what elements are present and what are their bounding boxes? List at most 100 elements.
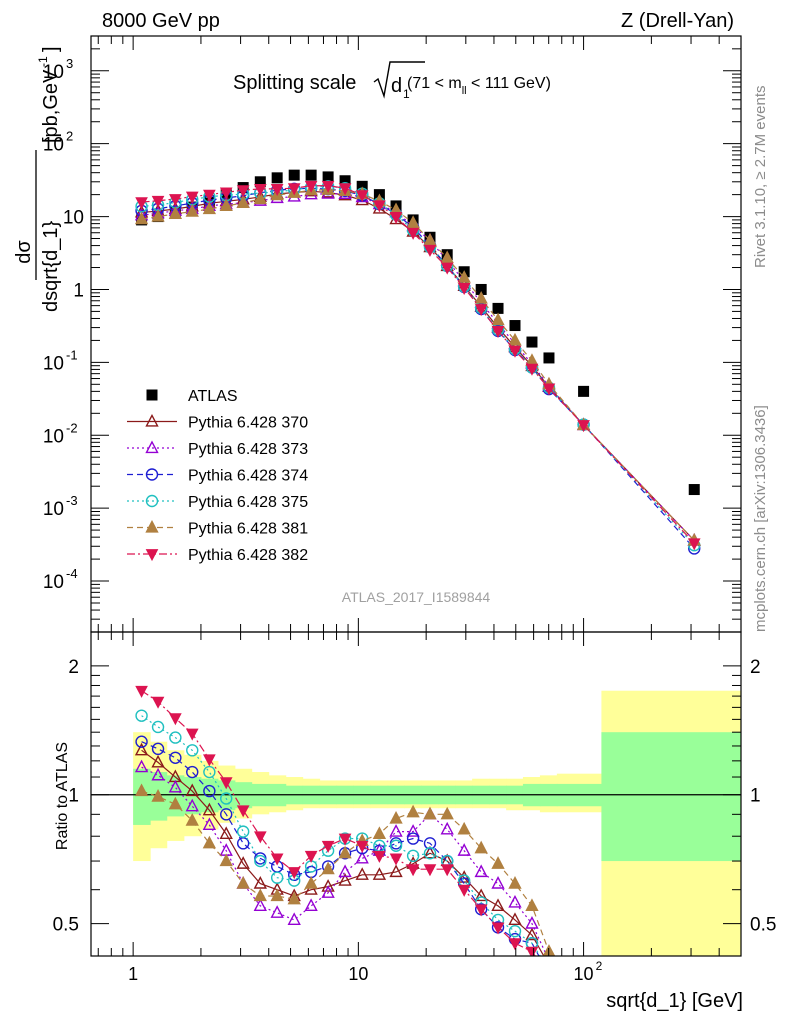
legend-label: Pythia 6.428 382	[188, 547, 308, 564]
ratio-point	[134, 759, 149, 773]
ratio-point	[457, 821, 471, 835]
ratio-point	[151, 720, 165, 734]
ratio-point	[525, 898, 539, 911]
data-point	[687, 538, 701, 551]
data-point	[339, 175, 351, 187]
data-point	[406, 215, 420, 228]
ratio-point	[508, 912, 522, 926]
analysis-watermark: ATLAS_2017_I1589844	[342, 589, 491, 605]
ratio-point	[185, 798, 199, 812]
data-point	[151, 195, 165, 208]
ratio-point	[287, 912, 301, 926]
plot-title-subtitle: (71 < mll < 111 GeV)	[407, 75, 551, 97]
ratio-point	[389, 839, 403, 852]
series-pythia-6-428-382	[135, 180, 701, 551]
main-series-layer	[134, 169, 701, 555]
plot-title: Splitting scale	[233, 72, 356, 94]
data-point	[151, 209, 165, 222]
data-point	[219, 198, 233, 212]
ratio-point	[151, 789, 165, 802]
plot-title-end: < 111 GeV)	[467, 75, 551, 92]
ratio-point	[491, 856, 505, 869]
legend-marker	[145, 440, 159, 454]
series-line	[141, 189, 695, 541]
ratio-point	[543, 969, 554, 980]
data-point	[440, 262, 454, 275]
legend-item: Pythia 6.428 373	[127, 440, 308, 458]
ratio-point	[219, 826, 233, 840]
ratio-point	[135, 709, 148, 722]
data-point	[253, 191, 267, 205]
ratio-point	[186, 744, 199, 757]
ratio-point	[355, 850, 369, 864]
ratio-point	[304, 850, 318, 863]
ratio-point	[169, 731, 182, 744]
data-point	[202, 201, 217, 215]
legend-label: ATLAS	[188, 388, 238, 405]
ratio-point	[474, 840, 488, 854]
ratio-point	[168, 796, 183, 810]
ratio-series-layer	[134, 685, 556, 980]
data-point	[355, 192, 369, 206]
ratio-point	[474, 864, 488, 878]
ratio-point	[202, 802, 217, 816]
ratio-point	[151, 742, 165, 756]
ratio-point	[338, 833, 352, 846]
ratio-point	[304, 882, 318, 895]
series-line	[141, 185, 695, 546]
y-tick-label: 10	[43, 62, 64, 83]
ratio-series-pythia-6-428-381	[134, 783, 556, 956]
ratio-point	[508, 924, 522, 938]
ratio-point	[253, 876, 267, 889]
series-line	[141, 190, 695, 541]
ratio-point	[203, 754, 216, 767]
ratio-point	[236, 856, 250, 869]
ratio-point	[543, 970, 554, 980]
data-point	[423, 232, 437, 246]
ratio-point	[338, 873, 352, 886]
y-tick-label: 10	[63, 208, 84, 229]
y-tick-label: 10	[43, 572, 64, 593]
data-point	[356, 180, 368, 192]
ratio-y-tick-label-left: 2	[68, 657, 79, 678]
y-axis-label-numerator: dσ	[13, 240, 35, 264]
ratio-point	[185, 813, 199, 826]
ratio-point	[134, 783, 149, 797]
series-line	[141, 193, 695, 541]
legend-marker	[145, 549, 159, 562]
ratio-point	[253, 898, 267, 911]
legend-item: ATLAS	[146, 388, 238, 405]
ratio-point	[423, 847, 437, 860]
ratio-point	[287, 867, 301, 880]
ratio-point	[440, 806, 454, 820]
ratio-point	[186, 765, 199, 779]
y-tick-label: 1	[73, 280, 84, 301]
data-point	[440, 250, 454, 264]
ratio-point	[185, 783, 199, 797]
data-point	[168, 206, 183, 219]
ratio-point	[372, 867, 387, 880]
ratio-point	[406, 824, 420, 837]
ratio-point	[185, 728, 199, 741]
ratio-point	[389, 810, 403, 824]
legend-label: Pythia 6.428 381	[188, 521, 308, 538]
data-point	[543, 352, 555, 364]
data-point	[423, 244, 437, 257]
y-tick-label-exp: -2	[66, 420, 78, 435]
data-point	[236, 195, 250, 209]
ratio-point	[219, 853, 233, 867]
data-point	[508, 332, 522, 346]
data-point	[355, 190, 369, 203]
data-point	[457, 283, 471, 296]
data-point	[491, 326, 505, 339]
side-label-mcplots: mcplots.cern.ch [arXiv:1306.3436]	[752, 405, 769, 632]
plot-title-sqrt: d 1	[373, 61, 425, 101]
data-point	[338, 183, 352, 196]
data-point	[542, 383, 556, 396]
ratio-point	[474, 888, 488, 902]
data-point	[288, 169, 300, 181]
y-tick-label-exp: 2	[66, 129, 73, 144]
data-point	[185, 204, 199, 217]
legend-item: Pythia 6.428 370	[127, 413, 308, 432]
